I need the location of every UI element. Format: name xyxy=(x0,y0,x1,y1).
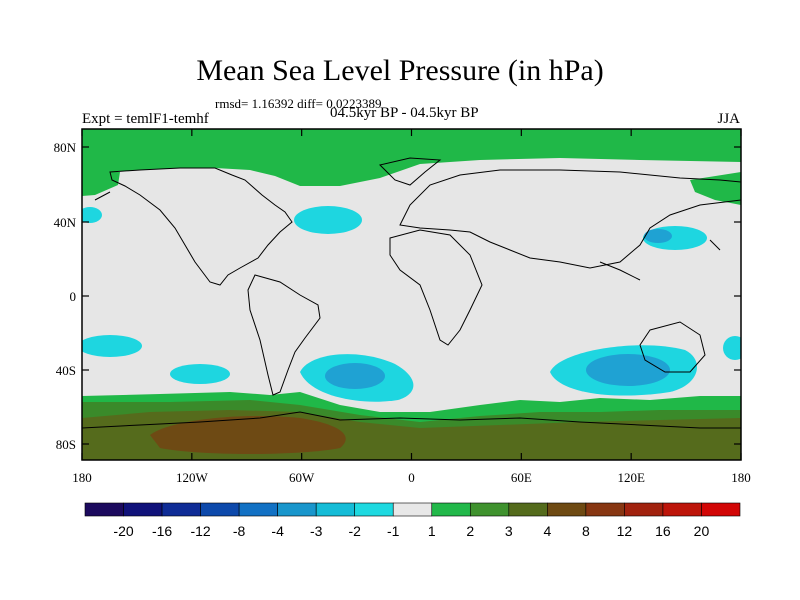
colorbar-swatch xyxy=(84,502,124,517)
rmsd-diff-stats: rmsd= 1.16392 diff= 0.0223389 xyxy=(215,96,382,111)
lat-tick-label: 80N xyxy=(54,140,77,155)
colorbar-swatch xyxy=(354,502,394,517)
lat-tick-label: 40S xyxy=(56,363,76,378)
lon-tick-label: 0 xyxy=(408,470,415,485)
colorbar-swatch xyxy=(624,502,664,517)
lat-tick-label: 0 xyxy=(70,289,77,304)
colorbar-swatch xyxy=(585,502,625,517)
period-subtitle: 04.5kyr BP - 04.5kyr BP xyxy=(330,105,479,121)
africa-coast xyxy=(389,229,483,346)
australia-coast xyxy=(639,321,706,373)
lat-tick-label: 80S xyxy=(56,437,76,452)
colorbar-swatch xyxy=(392,502,433,517)
misc-islands xyxy=(94,191,721,281)
alaska-positive-region xyxy=(82,172,120,196)
kamchatka-positive-region xyxy=(690,172,741,205)
experiment-label: Expt = temlF1-temhf xyxy=(82,111,209,127)
indian-ocean-core xyxy=(586,354,670,386)
colorbar-label: 4 xyxy=(543,523,551,539)
eurasia-coast xyxy=(399,169,741,269)
anomaly-field xyxy=(82,129,741,460)
colorbar: -20 -16 -12 -8 -4 -3 -2 -1 1 2 3 4 8 12 16 20 xyxy=(84,502,741,539)
colorbar-label: -20 xyxy=(113,523,133,539)
colorbar-label: 20 xyxy=(694,523,710,539)
colorbar-swatch xyxy=(469,502,510,517)
north-atlantic-negative-cell xyxy=(294,206,362,234)
colorbar-swatch xyxy=(200,502,240,517)
colorbar-label: -1 xyxy=(387,523,400,539)
colorbar-swatch xyxy=(161,502,201,517)
colorbar-swatch xyxy=(547,502,587,517)
lon-tick-label: 120E xyxy=(617,470,645,485)
south-pacific-negative-cell xyxy=(82,335,142,357)
dateline-negative-cell xyxy=(723,336,741,360)
chart-title: Mean Sea Level Pressure (in hPa) xyxy=(196,54,604,87)
arctic-positive-region xyxy=(82,129,741,186)
colorbar-swatch xyxy=(238,502,278,517)
colorbar-label: 1 xyxy=(428,523,436,539)
colorbar-swatch xyxy=(123,502,163,517)
lon-tick-label: 120W xyxy=(176,470,209,485)
north-america-coast xyxy=(109,167,293,286)
antarctic-max-region xyxy=(150,415,346,454)
antarctica-coast xyxy=(82,411,741,429)
south-atlantic-core xyxy=(325,363,385,389)
south-america-coast xyxy=(247,274,321,396)
colorbar-label: 2 xyxy=(466,523,474,539)
colorbar-swatch xyxy=(508,502,548,517)
south-pacific-minor-negative-cell xyxy=(170,364,230,384)
latitude-axis: 80N 40N 0 40S 80S xyxy=(54,140,741,452)
colorbar-label: -4 xyxy=(271,523,284,539)
colorbar-label: -3 xyxy=(310,523,323,539)
colorbar-swatch xyxy=(701,502,741,517)
colorbar-label: -12 xyxy=(190,523,210,539)
pacific-edge-negative-cell xyxy=(82,207,102,223)
greenland-coast xyxy=(379,157,442,186)
lon-tick-label: 180 xyxy=(72,470,92,485)
colorbar-label: -8 xyxy=(233,523,246,539)
colorbar-label: 16 xyxy=(655,523,671,539)
colorbar-swatch xyxy=(277,502,317,517)
lon-tick-label: 60E xyxy=(511,470,532,485)
colorbar-label: -2 xyxy=(348,523,361,539)
lon-tick-label: 60W xyxy=(289,470,315,485)
colorbar-swatch xyxy=(315,502,356,517)
colorbar-label: -16 xyxy=(152,523,172,539)
coastlines xyxy=(82,157,741,429)
longitude-axis: 180 120W 60W 0 60E 120E 180 xyxy=(72,129,751,485)
japan-core-negative-cell xyxy=(644,229,672,243)
season-label: JJA xyxy=(717,111,740,127)
colorbar-label: 12 xyxy=(617,523,633,539)
lat-tick-label: 40N xyxy=(54,215,77,230)
colorbar-label: 3 xyxy=(505,523,513,539)
colorbar-swatch xyxy=(431,502,471,517)
colorbar-swatch xyxy=(662,502,702,517)
lon-tick-label: 180 xyxy=(731,470,751,485)
colorbar-label: 8 xyxy=(582,523,590,539)
